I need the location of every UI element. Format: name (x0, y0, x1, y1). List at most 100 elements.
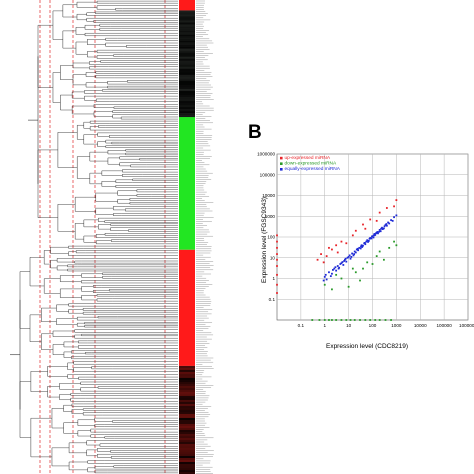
data-point (331, 319, 333, 321)
data-point (276, 292, 278, 294)
data-point (346, 256, 349, 259)
data-point (367, 241, 369, 243)
heatmap-row (179, 391, 195, 395)
data-point (378, 211, 381, 214)
heatmap-row (179, 429, 195, 433)
heatmap-row (179, 437, 195, 441)
data-point (377, 232, 379, 235)
heatmap-row (179, 18, 195, 21)
heatmap-row (179, 40, 195, 43)
heatmap-row (179, 113, 195, 116)
data-point (379, 230, 382, 233)
heatmap-row (179, 427, 195, 431)
heatmap-row (179, 96, 195, 100)
heatmap-row (179, 28, 195, 31)
panel-a-cluster-heatmap (10, 0, 214, 474)
data-point (340, 319, 343, 321)
data-point (352, 254, 355, 257)
data-point (367, 239, 370, 242)
data-point (311, 319, 314, 321)
data-point (337, 267, 340, 270)
heatmap-row (179, 109, 195, 112)
heatmap-row (179, 92, 195, 96)
heatmap-row (179, 105, 195, 108)
data-point (364, 227, 367, 230)
data-point (323, 275, 326, 278)
data-point (347, 255, 350, 258)
data-point (340, 262, 343, 265)
data-point (331, 272, 333, 275)
data-point (391, 219, 394, 222)
data-point (340, 277, 343, 280)
heatmap-row (179, 399, 195, 403)
heatmap-row (179, 34, 195, 37)
data-point (383, 225, 386, 228)
legend-swatch (280, 168, 283, 171)
heatmap-row (179, 461, 195, 465)
panel-b-letter: B (248, 122, 262, 143)
heatmap-row (179, 471, 195, 474)
data-point (384, 319, 387, 321)
heatmap-row (179, 42, 195, 45)
data-point (388, 222, 391, 225)
heatmap-row (179, 453, 195, 457)
heatmap-row (179, 439, 195, 443)
data-point (371, 263, 374, 265)
data-point (323, 283, 326, 286)
x-tick-labels: 0.1 1 10 100 1000 10000 100000 1000000 (298, 323, 474, 328)
data-point (322, 279, 325, 282)
heatmap-row (179, 405, 195, 409)
legend-label: up-expressed miRNA (285, 155, 331, 161)
heatmap-row (179, 435, 195, 439)
data-point (356, 247, 359, 250)
data-point (344, 258, 346, 261)
data-point (351, 234, 354, 237)
y-tick-label: 1000000 (257, 152, 275, 157)
data-point (320, 253, 322, 255)
data-point (382, 227, 385, 230)
data-point (335, 269, 338, 272)
data-point (369, 218, 372, 221)
heatmap-row (179, 12, 195, 15)
heatmap-row (179, 36, 195, 39)
cluster-guide-lines (39, 0, 166, 474)
data-point (395, 214, 398, 217)
heatmap-row (179, 467, 195, 471)
heatmap-row (179, 413, 195, 417)
heatmap-row (179, 403, 195, 407)
data-point (387, 221, 389, 224)
data-point (343, 260, 346, 262)
heatmap-row (179, 449, 195, 453)
heatmap-row (179, 102, 195, 106)
data-point (388, 246, 391, 249)
data-point (393, 240, 395, 243)
heatmap-row (179, 10, 195, 13)
heatmap-row (179, 46, 195, 49)
heatmap-row (179, 457, 195, 461)
heatmap-row (179, 379, 195, 383)
data-point (353, 250, 356, 253)
data-point (372, 236, 375, 239)
data-point (328, 246, 330, 249)
heatmap-row (179, 371, 195, 375)
data-point (375, 255, 378, 258)
data-point (384, 224, 387, 226)
data-point (276, 258, 278, 261)
heatmap-row-labels (196, 0, 214, 474)
data-point (364, 243, 367, 246)
data-point (375, 232, 377, 235)
heatmap-row (179, 22, 195, 25)
data-point (332, 268, 334, 271)
heatmap-row (179, 463, 195, 467)
heatmap-row (179, 451, 195, 455)
heatmap-row (179, 86, 195, 90)
data-point (351, 267, 354, 270)
data-point (359, 247, 362, 250)
heatmap-row (179, 16, 195, 19)
scatter-points (276, 199, 398, 321)
data-point (361, 246, 364, 248)
y-tick-label: 1 (272, 276, 275, 281)
data-point (371, 235, 373, 238)
heatmap-row (179, 74, 195, 78)
data-point (325, 278, 328, 281)
